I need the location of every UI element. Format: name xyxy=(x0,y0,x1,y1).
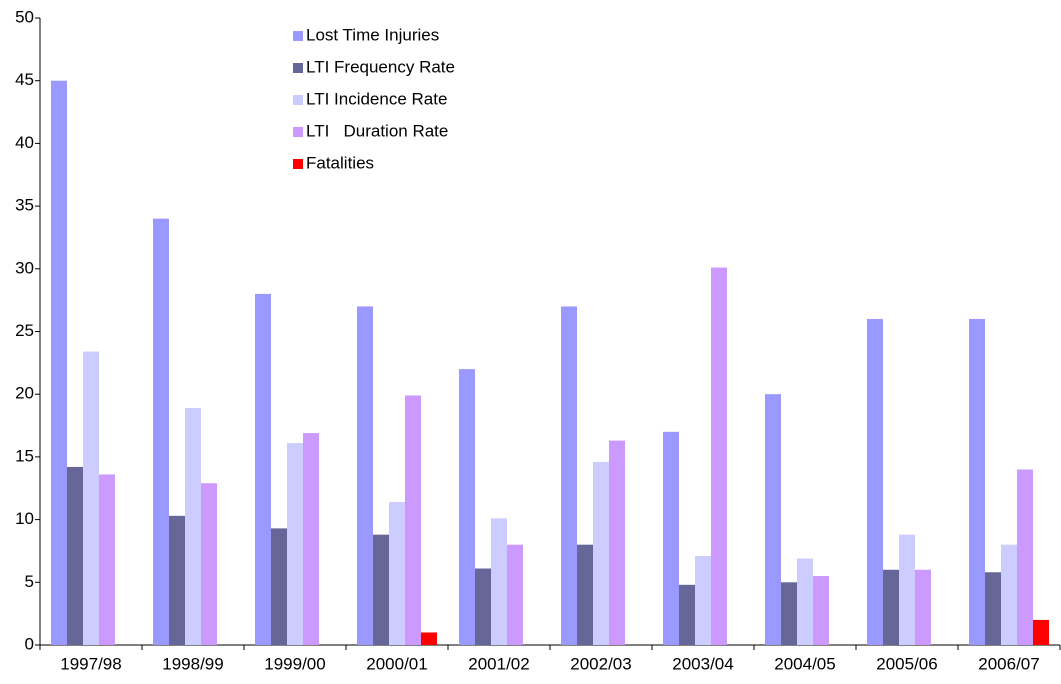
legend-swatch xyxy=(293,31,303,41)
legend-swatch xyxy=(293,63,303,73)
bar xyxy=(899,534,915,645)
bar xyxy=(51,80,67,645)
y-tick-label: 40 xyxy=(15,133,34,152)
y-tick-label: 50 xyxy=(15,7,34,26)
legend-label: LTI Incidence Rate xyxy=(306,89,447,108)
legend-label: LTI Frequency Rate xyxy=(306,57,455,76)
bar xyxy=(287,443,303,645)
x-tick-label: 2004/05 xyxy=(774,654,835,673)
bar xyxy=(695,555,711,645)
y-tick-label: 25 xyxy=(15,321,34,340)
bar xyxy=(491,518,507,645)
x-tick-label: 2001/02 xyxy=(468,654,529,673)
bar xyxy=(867,318,883,645)
bar xyxy=(663,431,679,645)
x-tick-label: 2000/01 xyxy=(366,654,427,673)
bar xyxy=(303,433,319,645)
bar xyxy=(459,369,475,645)
bar xyxy=(83,351,99,645)
bar xyxy=(357,306,373,645)
bar xyxy=(561,306,577,645)
bar xyxy=(201,483,217,645)
bar xyxy=(609,440,625,645)
bar xyxy=(765,394,781,645)
bar xyxy=(883,569,899,645)
x-tick-label: 2003/04 xyxy=(672,654,733,673)
bar xyxy=(577,544,593,645)
bar xyxy=(475,568,491,645)
bar xyxy=(969,318,985,645)
bar xyxy=(271,528,287,645)
bar xyxy=(781,582,797,645)
bar xyxy=(593,461,609,645)
bar xyxy=(711,267,727,645)
bar xyxy=(1001,544,1017,645)
x-tick-label: 1997/98 xyxy=(60,654,121,673)
y-tick-label: 35 xyxy=(15,196,34,215)
bar xyxy=(67,466,83,645)
bar xyxy=(169,515,185,645)
legend-label: Lost Time Injuries xyxy=(306,25,439,44)
legend-swatch xyxy=(293,127,303,137)
bar xyxy=(1017,469,1033,645)
bar xyxy=(99,474,115,645)
legend-swatch xyxy=(293,159,303,169)
bar xyxy=(1033,619,1049,645)
bar xyxy=(255,293,271,645)
bar xyxy=(679,584,695,645)
bar xyxy=(985,572,1001,645)
bar xyxy=(813,576,829,645)
y-tick-label: 20 xyxy=(15,384,34,403)
bar xyxy=(797,558,813,645)
x-tick-label: 2005/06 xyxy=(876,654,937,673)
bar xyxy=(389,502,405,645)
y-tick-label: 10 xyxy=(15,509,34,528)
bar xyxy=(405,395,421,645)
bar xyxy=(421,632,437,645)
x-tick-label: 1999/00 xyxy=(264,654,325,673)
x-tick-label: 2006/07 xyxy=(978,654,1039,673)
bar xyxy=(373,534,389,645)
bar xyxy=(507,544,523,645)
x-tick-label: 1998/99 xyxy=(162,654,223,673)
legend-label: Fatalities xyxy=(306,153,374,172)
y-tick-label: 15 xyxy=(15,446,34,465)
y-tick-label: 45 xyxy=(15,70,34,89)
bar xyxy=(185,407,201,645)
y-tick-label: 0 xyxy=(25,634,34,653)
legend-label: LTI Duration Rate xyxy=(306,121,448,140)
bar xyxy=(915,569,931,645)
legend-swatch xyxy=(293,95,303,105)
bar xyxy=(153,218,169,645)
x-tick-label: 2002/03 xyxy=(570,654,631,673)
y-tick-label: 5 xyxy=(25,572,34,591)
y-tick-label: 30 xyxy=(15,258,34,277)
